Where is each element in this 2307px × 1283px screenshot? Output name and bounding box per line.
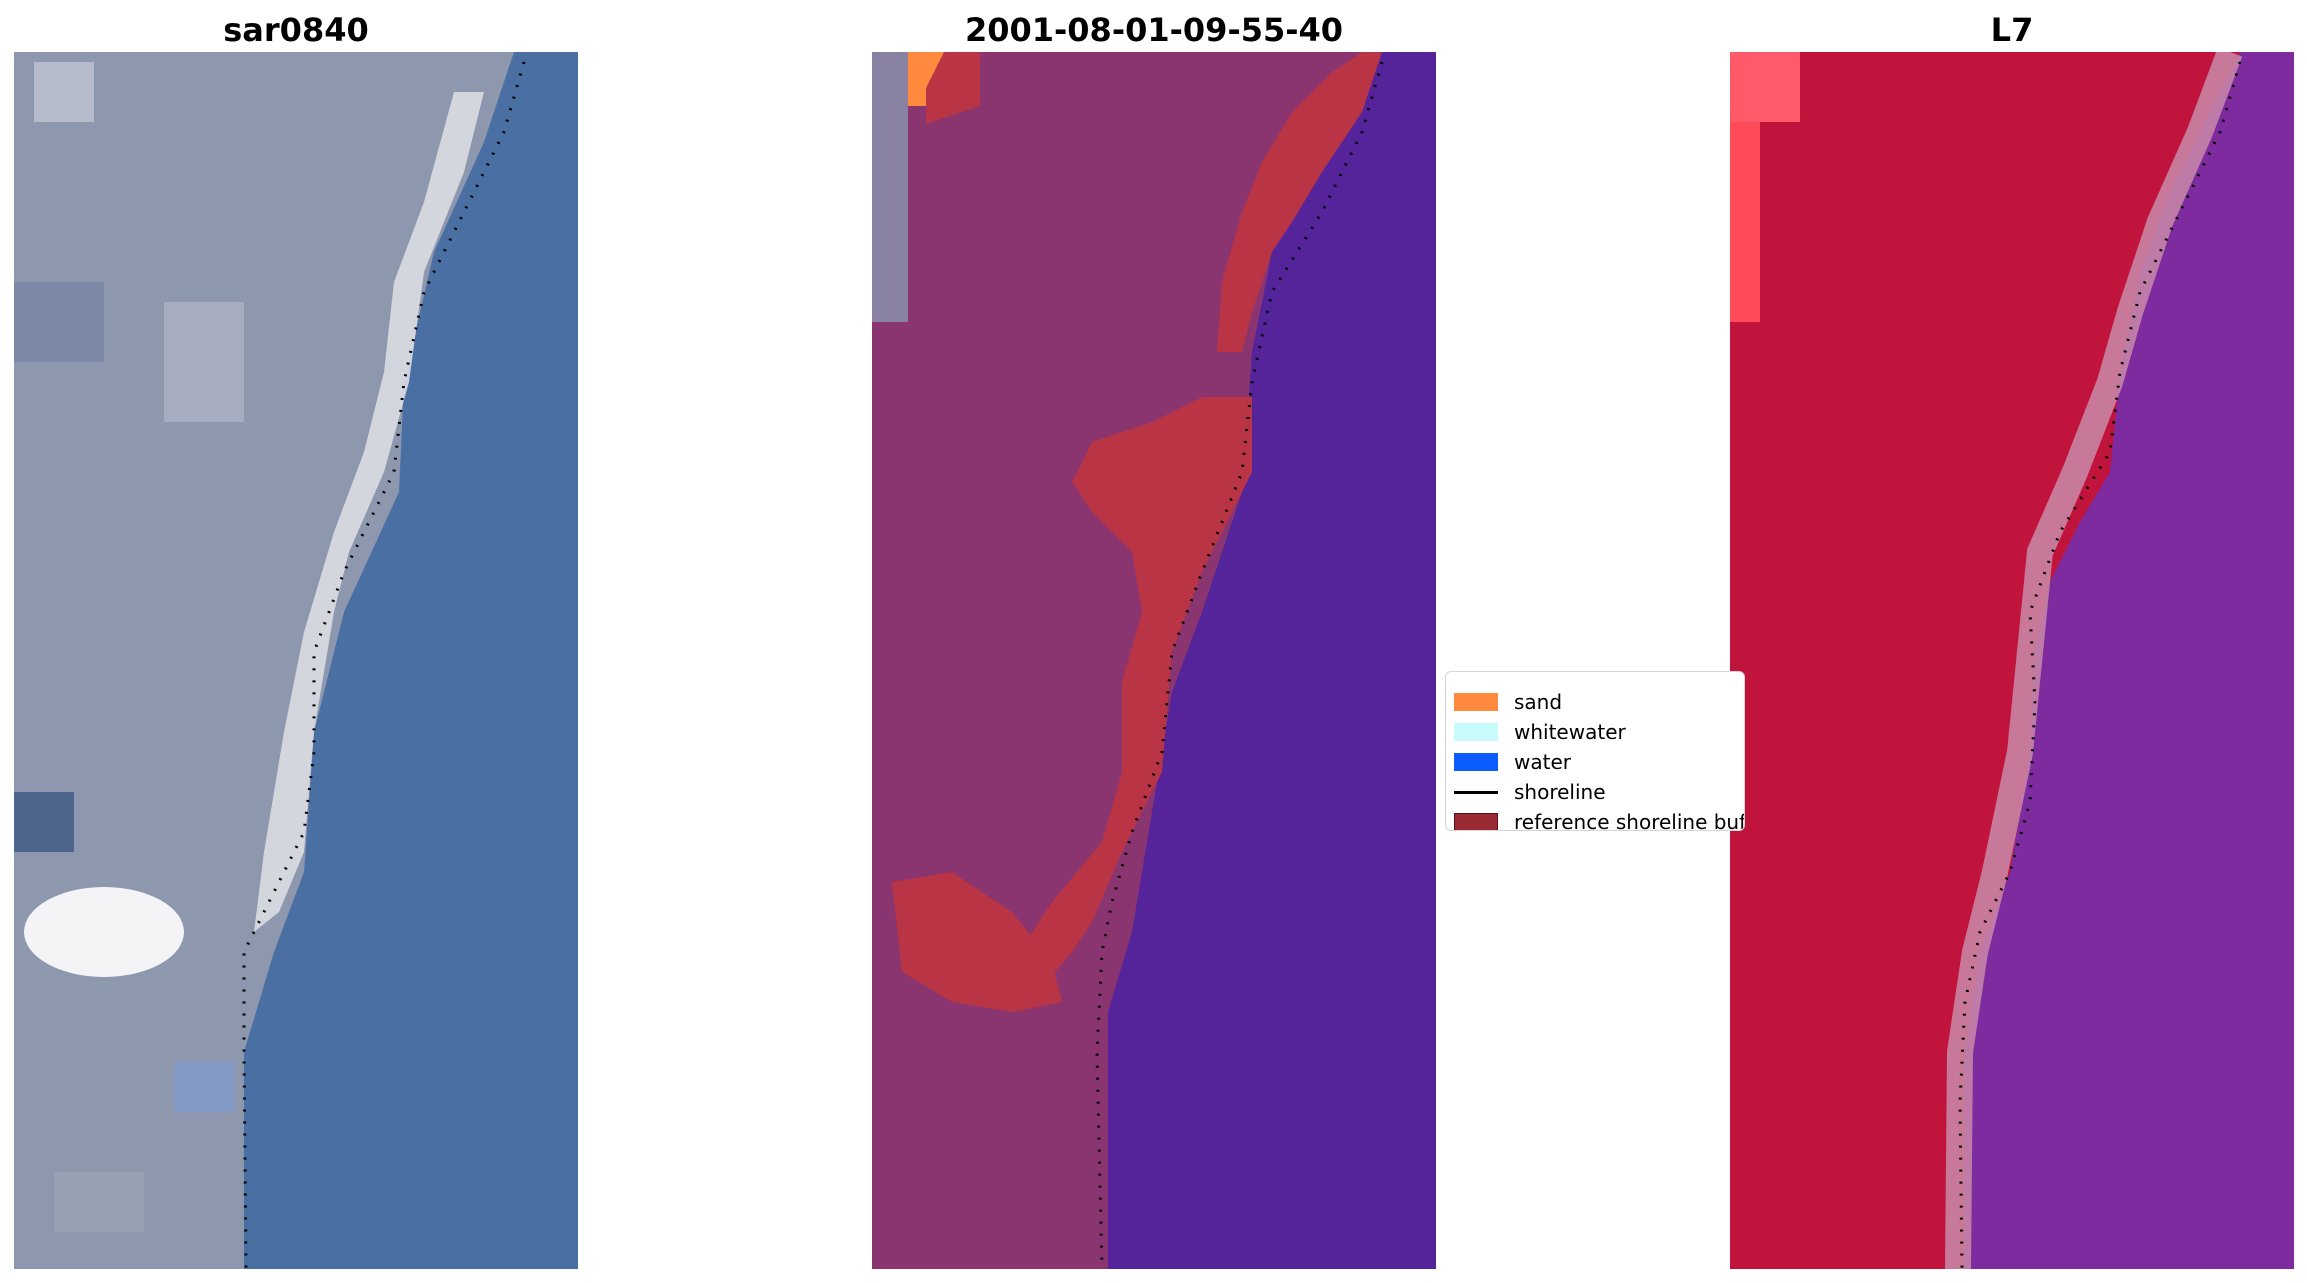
legend-item-sand: sand	[1454, 687, 1562, 717]
legend-label: whitewater	[1514, 720, 1626, 744]
shoreline-line-swatch	[1454, 790, 1498, 794]
legend-label: reference shoreline buffer	[1514, 810, 1745, 831]
classified-image	[872, 52, 1436, 1269]
water-swatch	[1454, 753, 1498, 771]
panel-title-classified: 2001-08-01-09-55-40	[964, 11, 1344, 49]
legend-label: sand	[1514, 690, 1563, 714]
legend-item-water: water	[1454, 747, 1571, 777]
legend-item-reference-buffer: reference shoreline buffer	[1454, 807, 1745, 831]
falsecolor-image-panel	[1730, 52, 2294, 1269]
panel-title-falsecolor: L7	[1990, 11, 2034, 49]
legend: sand whitewater water shoreline referenc…	[1445, 671, 1745, 831]
whitewater-swatch	[1454, 723, 1498, 741]
legend-label: water	[1514, 750, 1571, 774]
legend-label: shoreline	[1514, 780, 1606, 804]
rgb-image	[14, 52, 578, 1269]
panel-title-rgb: sar0840	[223, 11, 369, 49]
buffer-swatch	[1454, 813, 1498, 830]
legend-item-whitewater: whitewater	[1454, 717, 1626, 747]
sand-swatch	[1454, 693, 1498, 711]
falsecolor-image	[1730, 52, 2294, 1269]
classified-image-panel	[872, 52, 1436, 1269]
rgb-image-panel	[14, 52, 578, 1269]
legend-item-shoreline: shoreline	[1454, 777, 1606, 807]
